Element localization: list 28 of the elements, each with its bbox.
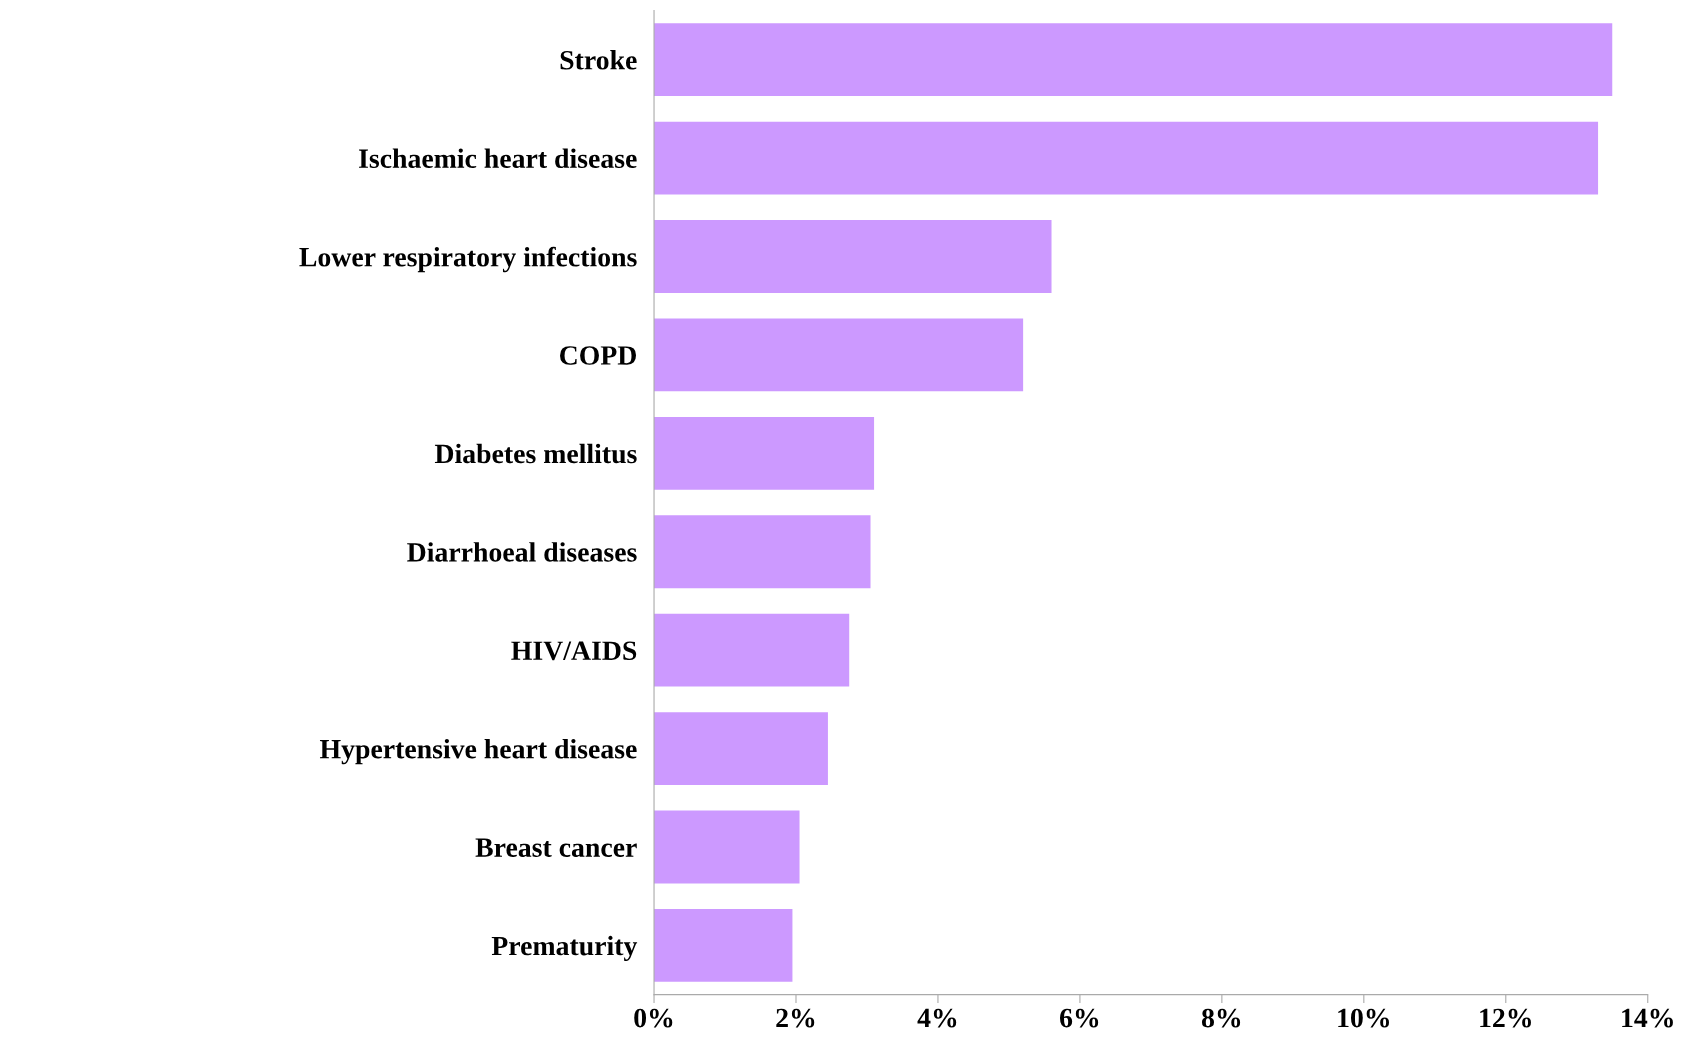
- x-tick-label: 2%: [776, 1008, 815, 1028]
- y-tick-label: HIV/AIDS: [511, 641, 637, 661]
- y-tick-label: Hypertensive heart disease: [319, 738, 637, 765]
- y-tick-label: Stroke: [560, 50, 637, 70]
- bar: [654, 810, 800, 884]
- x-tick-label: 10%: [1338, 1008, 1389, 1028]
- bar: [654, 220, 1052, 293]
- y-tick-label: Prematurity: [491, 935, 638, 962]
- bar: [654, 712, 828, 786]
- x-tick-label: 6%: [1060, 1008, 1099, 1028]
- x-tick-label: 8%: [1201, 1008, 1241, 1028]
- y-tick-label: Lower respiratory infections: [299, 246, 637, 273]
- bar: [654, 121, 1599, 195]
- y-tick-label: Diabetes mellitus: [434, 443, 637, 464]
- bar: [654, 613, 850, 687]
- y-tick-label: Breast cancer: [475, 838, 637, 857]
- bar: [654, 23, 1613, 97]
- x-tick-label: 0%: [634, 1008, 673, 1028]
- y-tick-label: Ischaemic heart disease: [359, 148, 637, 169]
- bar: [654, 909, 793, 982]
- y-tick-label: Diarrhoeal diseases: [407, 542, 637, 562]
- bar: [654, 318, 1024, 392]
- x-tick-label: 4%: [917, 1008, 957, 1028]
- x-tick-label: 12%: [1480, 1008, 1531, 1028]
- bar: [654, 416, 875, 490]
- x-tick-label: 14%: [1622, 1008, 1673, 1028]
- y-tick-label: COPD: [560, 346, 637, 365]
- bar: [654, 515, 871, 589]
